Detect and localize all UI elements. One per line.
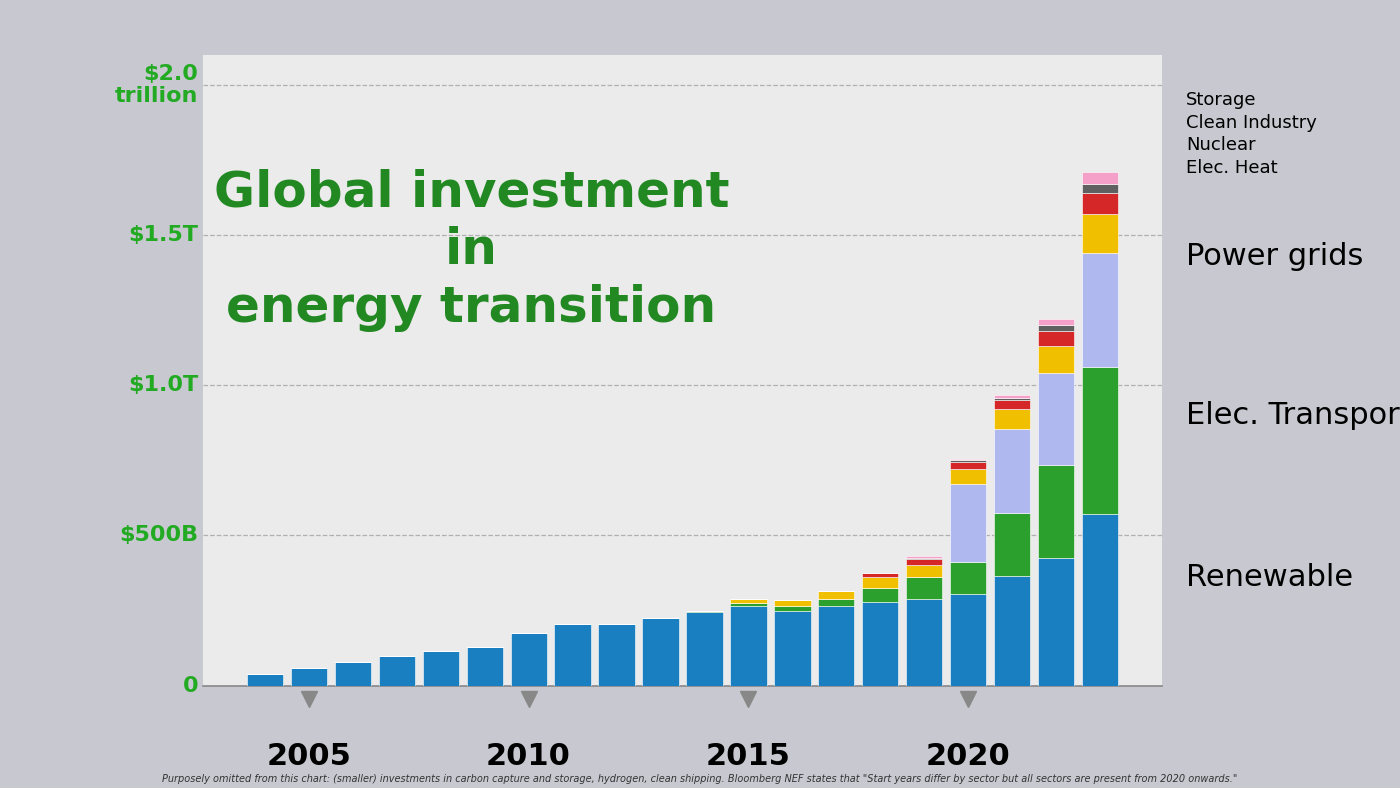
Bar: [1082, 173, 1119, 184]
Bar: [1039, 325, 1074, 331]
Bar: [1039, 319, 1074, 325]
Text: 2020: 2020: [925, 742, 1011, 771]
Bar: [819, 591, 854, 599]
Bar: [731, 603, 767, 606]
Bar: [774, 600, 811, 606]
Bar: [951, 594, 987, 686]
Bar: [819, 599, 854, 606]
Bar: [994, 513, 1030, 576]
Bar: [906, 578, 942, 599]
Text: Purposely omitted from this chart: (smaller) investments in carbon capture and s: Purposely omitted from this chart: (smal…: [162, 774, 1238, 784]
Bar: [1082, 253, 1119, 367]
Bar: [994, 400, 1030, 410]
Bar: [1039, 347, 1074, 374]
Text: Renewable: Renewable: [1186, 563, 1352, 592]
Text: 2005: 2005: [266, 742, 351, 771]
Bar: [598, 624, 634, 686]
Bar: [378, 656, 414, 686]
Bar: [246, 674, 283, 686]
Text: 2015: 2015: [706, 742, 791, 771]
Bar: [731, 599, 767, 603]
Bar: [1082, 184, 1119, 193]
Text: $1.5T: $1.5T: [129, 225, 199, 245]
Bar: [951, 563, 987, 594]
Bar: [1039, 331, 1074, 347]
Text: Nuclear: Nuclear: [1186, 136, 1256, 154]
Bar: [774, 611, 811, 686]
Bar: [951, 485, 987, 563]
Bar: [906, 566, 942, 578]
Bar: [906, 556, 942, 558]
Bar: [994, 398, 1030, 400]
Bar: [862, 573, 899, 578]
Bar: [906, 558, 942, 559]
Bar: [1082, 214, 1119, 253]
Bar: [951, 460, 987, 462]
Bar: [686, 611, 722, 612]
Bar: [906, 559, 942, 566]
Bar: [862, 578, 899, 588]
Text: $2.0
trillion: $2.0 trillion: [115, 64, 199, 106]
Bar: [951, 462, 987, 470]
Bar: [554, 624, 591, 686]
Bar: [731, 606, 767, 686]
Bar: [819, 606, 854, 686]
Bar: [1039, 558, 1074, 686]
Text: Elec. Heat: Elec. Heat: [1186, 158, 1278, 177]
Bar: [511, 633, 546, 686]
Text: Global investment
in
energy transition: Global investment in energy transition: [214, 169, 729, 332]
Text: 2010: 2010: [486, 742, 571, 771]
Bar: [335, 662, 371, 686]
Text: Storage: Storage: [1186, 91, 1256, 110]
Bar: [951, 459, 987, 460]
Bar: [686, 612, 722, 686]
Text: 0: 0: [182, 675, 199, 696]
Bar: [862, 588, 899, 601]
Text: Elec. Transport: Elec. Transport: [1186, 401, 1400, 430]
Bar: [643, 618, 679, 686]
Bar: [994, 576, 1030, 686]
Bar: [951, 470, 987, 485]
Bar: [291, 667, 326, 686]
Bar: [1039, 374, 1074, 465]
Text: Power grids: Power grids: [1186, 242, 1364, 271]
Bar: [906, 599, 942, 686]
Text: $1.0T: $1.0T: [127, 375, 199, 396]
Bar: [423, 651, 459, 686]
Bar: [1082, 367, 1119, 515]
Bar: [1082, 193, 1119, 214]
Bar: [1039, 465, 1074, 558]
Bar: [994, 410, 1030, 429]
Text: $500B: $500B: [119, 526, 199, 545]
Bar: [1082, 515, 1119, 686]
Bar: [774, 606, 811, 611]
Text: Clean Industry: Clean Industry: [1186, 113, 1317, 132]
Bar: [994, 395, 1030, 398]
Bar: [466, 646, 503, 686]
Bar: [862, 601, 899, 686]
Bar: [994, 429, 1030, 513]
